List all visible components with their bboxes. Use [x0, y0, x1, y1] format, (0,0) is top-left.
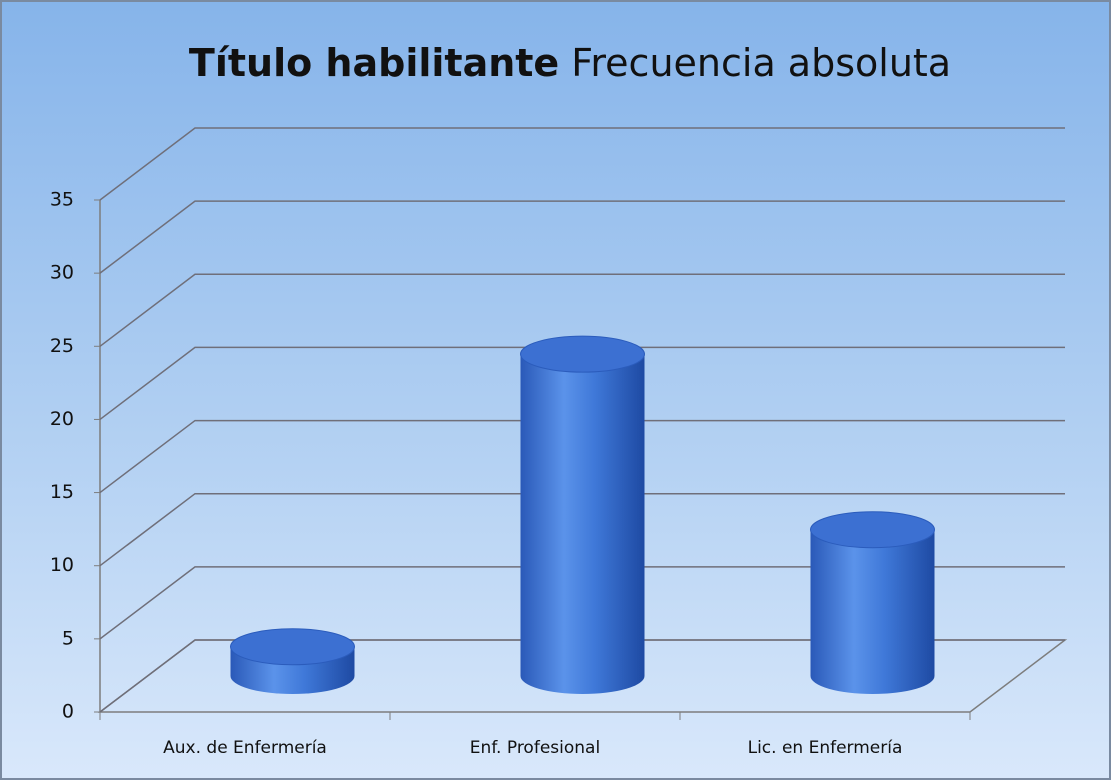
cylinder-top [810, 511, 935, 549]
y-tick-label: 0 [62, 701, 74, 723]
x-tick-label: Aux. de Enfermería [163, 738, 327, 758]
grid-line [99, 200, 1065, 274]
y-tick-label: 25 [50, 335, 74, 357]
grid-line [99, 639, 1065, 713]
grid-line [99, 419, 1065, 494]
cylinder-top [230, 628, 355, 666]
y-tick-label: 20 [50, 408, 74, 430]
plot: 0 5 10 15 20 25 30 35 Aux. de Enfermería Enf. Pro… [50, 127, 1068, 758]
cylinder-body [520, 354, 645, 694]
grid-line [99, 492, 1065, 567]
grid-line [99, 273, 1065, 347]
cylinder-top [520, 335, 645, 373]
y-tick-label: 5 [62, 627, 74, 649]
y-tick-label: 30 [50, 262, 74, 284]
grid-line [99, 127, 1065, 201]
x-tick-label: Enf. Profesional [470, 738, 600, 758]
grid-line [99, 566, 1065, 640]
x-tick-label: Lic. en Enfermería [748, 738, 903, 758]
title-rest: Frecuencia absoluta [571, 41, 951, 85]
cylinder-body [810, 529, 935, 694]
chart-title: Título habilitante Frecuencia absoluta [189, 41, 951, 85]
y-tick-label: 35 [50, 189, 74, 211]
title-bold: Título habilitante [189, 41, 559, 85]
y-tick-label: 15 [50, 481, 74, 503]
y-tick-label: 10 [50, 554, 74, 576]
grid-line [99, 346, 1065, 421]
